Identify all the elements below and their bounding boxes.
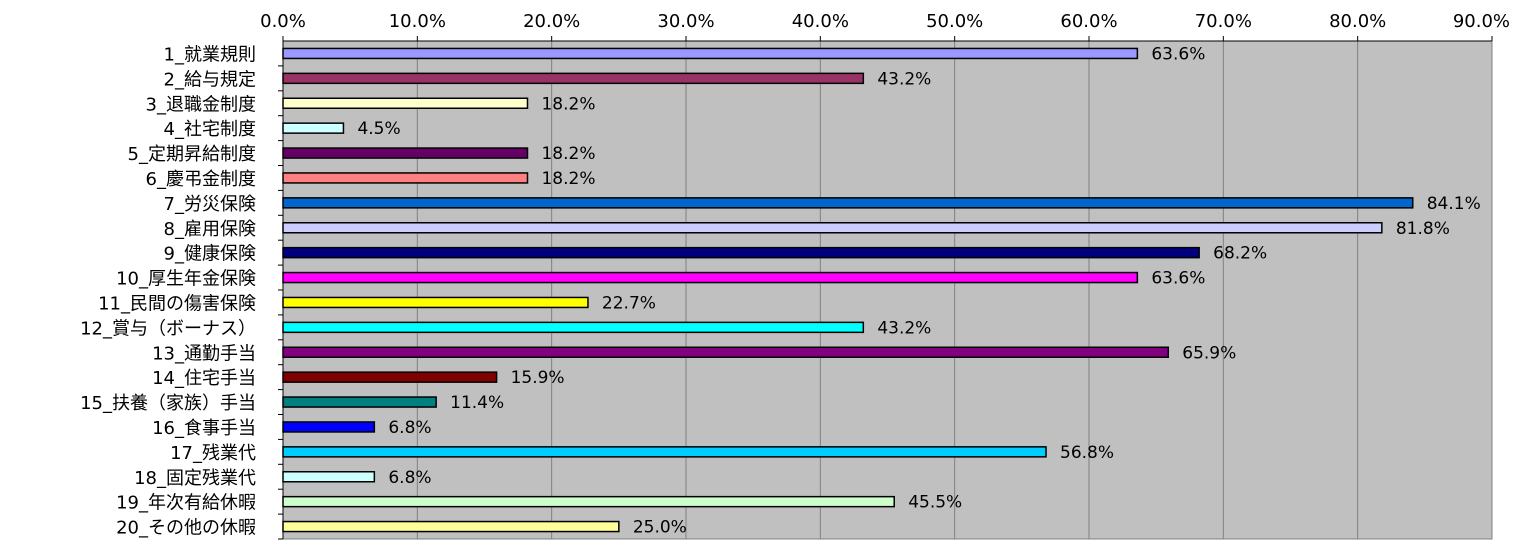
data-label: 81.8%	[1396, 219, 1450, 239]
bar	[282, 471, 376, 483]
x-tick-label: 20.0%	[523, 11, 580, 32]
data-label: 18.2%	[541, 94, 595, 114]
data-label: 63.6%	[1151, 44, 1205, 64]
category-label: 18_固定残業代	[134, 468, 256, 489]
category-label: 2_給与規定	[164, 69, 256, 90]
category-label: 14_住宅手当	[152, 368, 256, 389]
x-tick-label: 0.0%	[260, 11, 306, 32]
category-label: 11_民間の傷害保険	[98, 293, 256, 314]
bar	[282, 197, 1414, 209]
data-label: 56.8%	[1060, 443, 1114, 463]
bar	[282, 396, 437, 408]
data-label: 6.8%	[388, 418, 431, 438]
bar	[282, 296, 589, 309]
category-label: 10_厚生年金保険	[116, 269, 256, 290]
category-label: 8_雇用保険	[164, 219, 256, 240]
category-label: 1_就業規則	[164, 44, 256, 65]
x-tick-label: 90.0%	[1453, 11, 1510, 32]
bar	[282, 421, 376, 433]
x-tick-label: 50.0%	[926, 11, 983, 32]
bar	[282, 346, 1170, 358]
data-label: 63.6%	[1151, 269, 1205, 289]
data-label: 11.4%	[450, 393, 504, 413]
x-tick-label: 10.0%	[389, 11, 446, 32]
category-label: 13_通勤手当	[152, 343, 256, 364]
data-label: 45.5%	[908, 493, 962, 513]
bar	[282, 446, 1047, 458]
category-label: 17_残業代	[170, 443, 256, 464]
category-label: 7_労災保険	[164, 194, 256, 215]
category-label: 6_慶弔金制度	[146, 169, 256, 190]
category-label: 5_定期昇給制度	[128, 144, 256, 165]
bar	[282, 47, 1139, 60]
data-label: 84.1%	[1427, 194, 1481, 214]
data-label: 43.2%	[877, 69, 931, 89]
category-label: 20_その他の休暇	[116, 518, 256, 539]
data-label: 68.2%	[1213, 244, 1267, 264]
gridlines	[416, 41, 1359, 539]
data-label: 25.0%	[633, 518, 687, 538]
bar	[282, 172, 529, 184]
data-label: 6.8%	[388, 468, 431, 488]
data-label: 18.2%	[541, 144, 595, 164]
bars	[282, 47, 1414, 533]
data-label: 43.2%	[877, 318, 931, 338]
bar	[282, 520, 620, 533]
bar	[282, 495, 895, 508]
bar	[282, 147, 529, 159]
data-label: 65.9%	[1182, 343, 1236, 363]
bar	[282, 222, 1383, 234]
x-tick-label: 80.0%	[1329, 11, 1386, 32]
data-label: 15.9%	[511, 368, 565, 388]
x-tick-label: 40.0%	[792, 11, 849, 32]
data-label: 4.5%	[357, 119, 400, 139]
bar	[282, 72, 865, 85]
category-label: 3_退職金制度	[146, 94, 256, 115]
category-label: 19_年次有給休暇	[116, 493, 256, 514]
bar	[282, 271, 1139, 284]
axes	[278, 36, 1493, 540]
bar	[282, 122, 345, 134]
data-label: 22.7%	[602, 293, 656, 313]
category-label: 12_賞与（ボーナス）	[80, 318, 256, 339]
plot-area	[282, 40, 1493, 540]
plot-background	[282, 40, 1493, 540]
x-tick-label: 70.0%	[1195, 11, 1252, 32]
labels: 0.0% 10.0% 20.0% 30.0% 40.0% 50.0% 60.0% 70.0% 8…	[80, 11, 1510, 539]
category-label: 4_社宅制度	[164, 119, 256, 140]
category-label: 16_食事手当	[152, 418, 256, 439]
bar	[282, 371, 498, 383]
x-tick-label: 30.0%	[657, 11, 714, 32]
data-label: 18.2%	[541, 169, 595, 189]
category-label: 9_健康保険	[164, 244, 256, 265]
bar	[282, 246, 1200, 259]
x-tick-label: 60.0%	[1060, 11, 1117, 32]
bar	[282, 321, 865, 334]
category-label: 15_扶養（家族）手当	[80, 393, 256, 414]
bar	[282, 97, 529, 109]
